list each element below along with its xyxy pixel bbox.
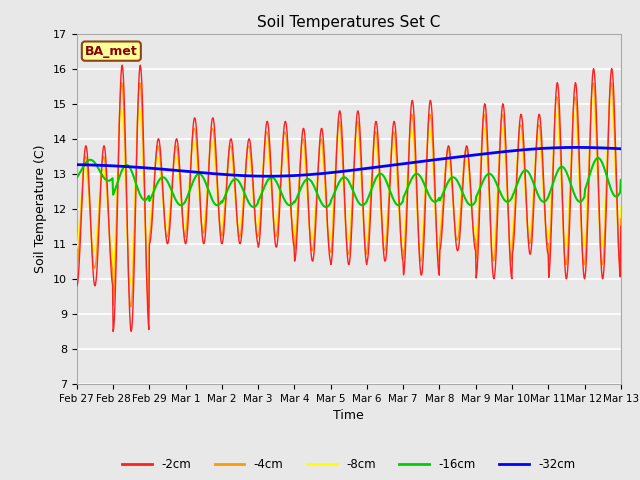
- Title: Soil Temperatures Set C: Soil Temperatures Set C: [257, 15, 440, 30]
- X-axis label: Time: Time: [333, 409, 364, 422]
- Legend: -2cm, -4cm, -8cm, -16cm, -32cm: -2cm, -4cm, -8cm, -16cm, -32cm: [118, 454, 580, 476]
- Y-axis label: Soil Temperature (C): Soil Temperature (C): [35, 144, 47, 273]
- Text: BA_met: BA_met: [85, 45, 138, 58]
